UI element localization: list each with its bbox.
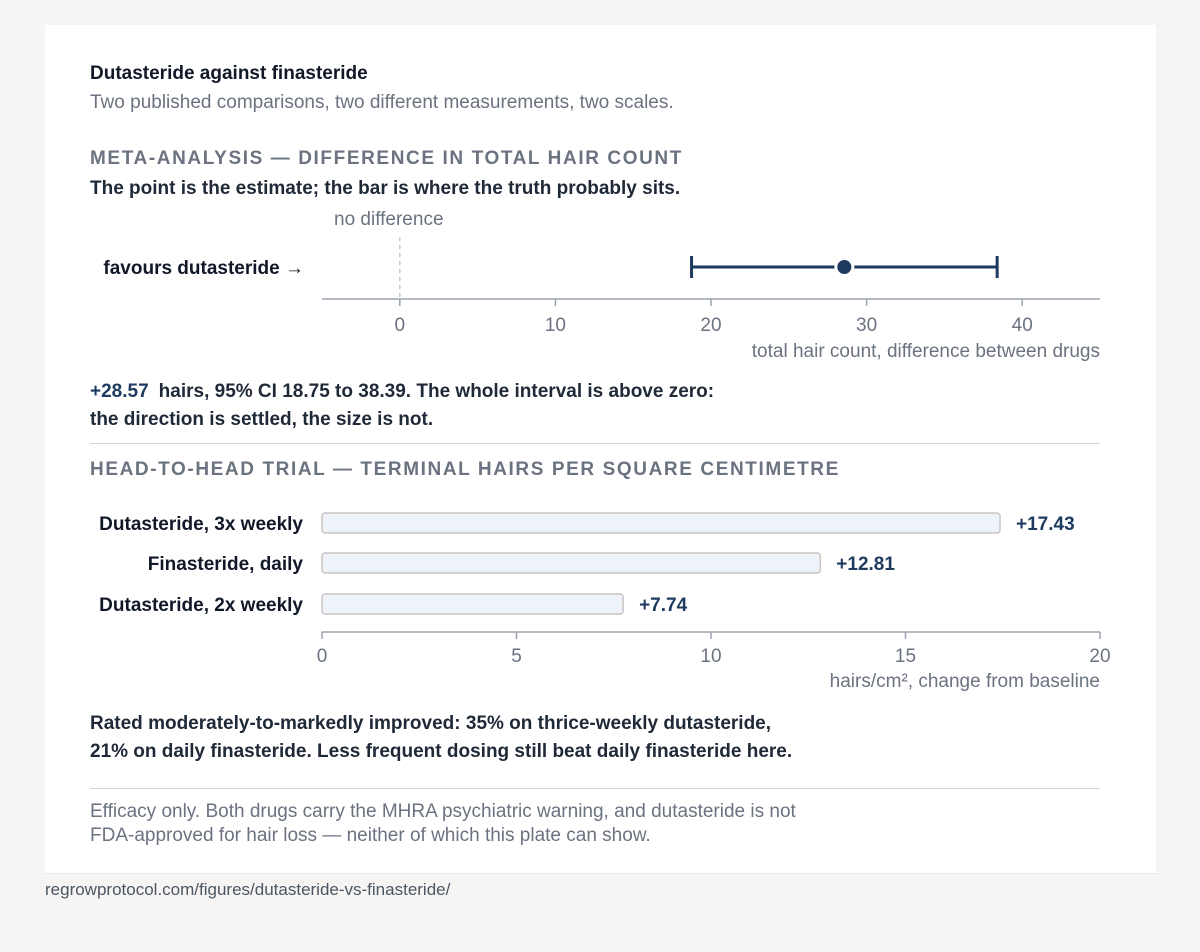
trial-note-line2: 21% on daily finasteride. Less frequent … bbox=[90, 741, 793, 762]
bar-x-tick-label: 20 bbox=[1089, 646, 1110, 667]
bar-x-tick-label: 15 bbox=[895, 646, 916, 667]
bar-category-label: Dutasteride, 3x weekly bbox=[99, 514, 303, 535]
forest-x-tick-label: 30 bbox=[856, 315, 877, 336]
meta-lede: The point is the estimate; the bar is wh… bbox=[90, 178, 681, 199]
footer-url[interactable]: regrowprotocol.com/figures/dutasteride-v… bbox=[45, 880, 451, 899]
caveat: Efficacy only. Both drugs carry the MHRA… bbox=[90, 800, 796, 848]
figure-panel bbox=[45, 25, 1156, 873]
forest-x-tick-label: 0 bbox=[395, 315, 406, 336]
meta-section-title: META-ANALYSIS — DIFFERENCE IN TOTAL HAIR… bbox=[90, 148, 683, 169]
caveat-line2: FDA-approved for hair loss — neither of … bbox=[90, 825, 651, 846]
caveat-divider bbox=[90, 788, 1100, 789]
meta-note: +28.57 hairs, 95% CI 18.75 to 38.39. The … bbox=[90, 378, 714, 434]
bar-category-label: Dutasteride, 2x weekly bbox=[99, 595, 303, 616]
bar-x-tick-label: 0 bbox=[317, 646, 328, 667]
meta-note-line2: the direction is settled, the size is no… bbox=[90, 409, 434, 430]
estimate-point bbox=[837, 260, 852, 274]
bar bbox=[321, 512, 1001, 534]
figure-subtitle: Two published comparisons, two different… bbox=[90, 92, 674, 113]
caveat-line1: Efficacy only. Both drugs carry the MHRA… bbox=[90, 801, 796, 822]
bar-x-axis-label: hairs/cm², change from baseline bbox=[830, 671, 1100, 692]
footer-divider bbox=[45, 873, 1156, 874]
trial-section-title: HEAD-TO-HEAD TRIAL — TERMINAL HAIRS PER … bbox=[90, 459, 840, 480]
trial-note-line1: Rated moderately-to-markedly improved: 3… bbox=[90, 713, 772, 734]
bar bbox=[321, 552, 822, 574]
bar-category-label: Finasteride, daily bbox=[148, 554, 304, 575]
bar-x-tick-label: 5 bbox=[511, 646, 522, 667]
meta-estimate-value: +28.57 bbox=[90, 381, 149, 402]
no-difference-label: no difference bbox=[334, 209, 444, 230]
figure-title: Dutasteride against finasteride bbox=[90, 63, 368, 84]
section-divider bbox=[90, 443, 1100, 444]
forest-x-tick-label: 10 bbox=[545, 315, 566, 336]
bar-value-label: +12.81 bbox=[836, 554, 895, 575]
bar-value-label: +7.74 bbox=[639, 595, 688, 616]
meta-note-line1: +28.57 hairs, 95% CI 18.75 to 38.39. The … bbox=[90, 378, 714, 406]
forest-x-tick-label: 20 bbox=[700, 315, 721, 336]
bar bbox=[321, 593, 624, 615]
bar-x-tick-label: 10 bbox=[700, 646, 721, 667]
direction-label: favours dutasteride → bbox=[103, 258, 304, 279]
meta-note-text1: hairs, 95% CI 18.75 to 38.39. The whole … bbox=[158, 381, 715, 402]
bar-value-label: +17.43 bbox=[1016, 514, 1075, 535]
forest-x-tick-label: 40 bbox=[1012, 315, 1033, 336]
forest-x-axis-label: total hair count, difference between dru… bbox=[752, 341, 1100, 362]
trial-note: Rated moderately-to-markedly improved: 3… bbox=[90, 710, 792, 766]
